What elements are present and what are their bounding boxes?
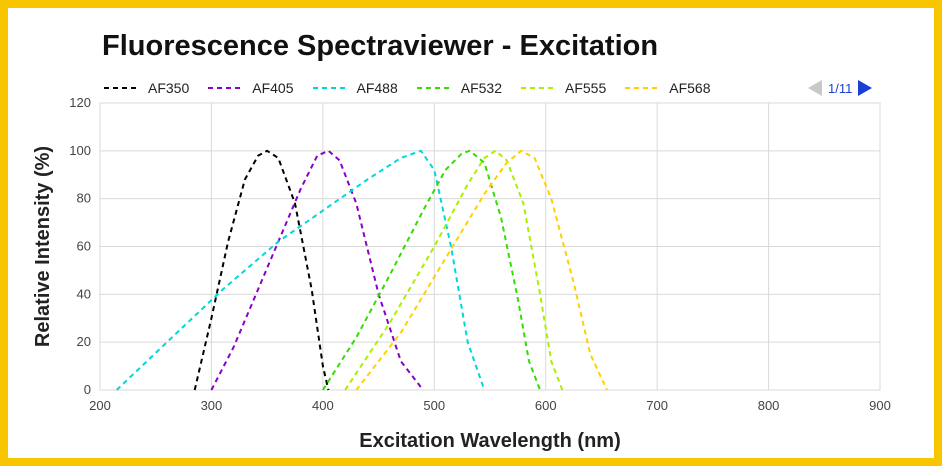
series-line-af532 [322, 149, 542, 391]
y-tick-label: 100 [69, 143, 91, 158]
legend-swatch [312, 87, 349, 89]
legend-swatch [416, 87, 453, 89]
x-tick-label: 400 [312, 398, 334, 413]
y-tick-label: 0 [84, 382, 91, 397]
legend-item-af350[interactable]: AF350 [104, 80, 189, 96]
triangle-right-icon[interactable] [858, 80, 873, 96]
y-tick-label: 60 [77, 239, 91, 254]
series-line-af555 [344, 149, 564, 391]
x-tick-label: 900 [869, 398, 891, 413]
legend-label: AF555 [565, 80, 607, 96]
x-tick-label: 700 [646, 398, 668, 413]
y-tick-label: 40 [77, 286, 91, 301]
series-line-af405 [210, 149, 424, 391]
legend-label: AF405 [252, 80, 294, 96]
series-line-af488 [116, 149, 486, 391]
y-axis-title: Relative Intensity (%) [32, 146, 54, 347]
x-tick-label: 600 [535, 398, 557, 413]
series-line-af350 [193, 149, 330, 391]
legend-label: AF350 [148, 80, 190, 96]
legend-label: AF568 [669, 80, 711, 96]
x-tick-label: 800 [758, 398, 780, 413]
legend-swatch [625, 87, 662, 89]
x-tick-label: 200 [89, 398, 111, 413]
y-tick-label: 80 [77, 191, 91, 206]
y-tick-label: 20 [77, 334, 91, 349]
legend: AF350 AF405 AF488 AF532 AF555 AF568 [104, 78, 730, 98]
x-tick-label: 300 [201, 398, 223, 413]
pager: 1/11 [808, 78, 873, 98]
pager-text: 1/11 [828, 80, 853, 96]
legend-item-af555[interactable]: AF555 [521, 80, 606, 96]
legend-item-af405[interactable]: AF405 [208, 80, 294, 96]
x-tick-label: 500 [423, 398, 445, 413]
legend-item-af532[interactable]: AF532 [416, 80, 502, 96]
legend-swatch [104, 87, 140, 89]
legend-label: AF532 [460, 80, 502, 96]
legend-item-af568[interactable]: AF568 [625, 80, 711, 96]
triangle-left-icon[interactable] [808, 80, 822, 96]
x-axis-title: Excitation Wavelength (nm) [359, 430, 621, 452]
legend-swatch [208, 87, 245, 89]
legend-swatch [521, 87, 557, 89]
series-line-af568 [355, 149, 608, 391]
chart-title: Fluorescence Spectraviewer - Excitation [102, 30, 659, 62]
legend-label: AF488 [356, 80, 398, 96]
y-tick-label: 120 [69, 95, 91, 110]
legend-item-af488[interactable]: AF488 [312, 80, 398, 96]
